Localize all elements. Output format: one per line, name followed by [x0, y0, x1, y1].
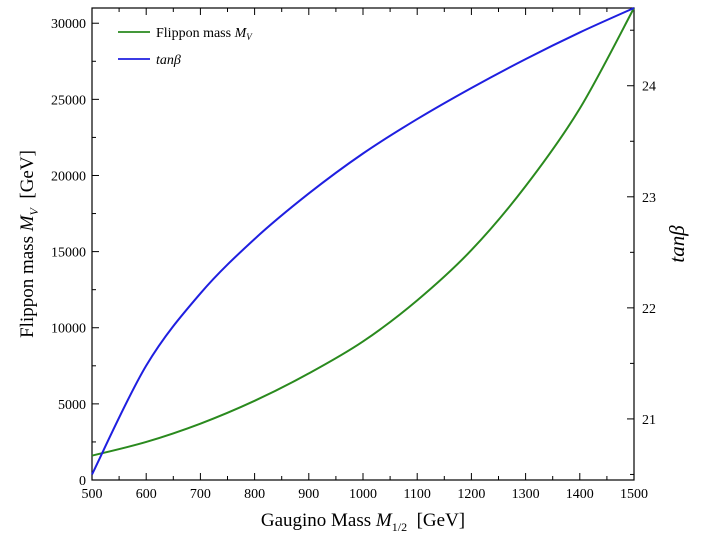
y-left-tick-label: 30000: [51, 17, 86, 32]
y-left-tick-label: 0: [79, 474, 86, 489]
legend-label-flippon: Flippon mass MV: [156, 26, 253, 42]
x-tick-label: 1000: [349, 487, 377, 502]
x-tick-label: 800: [244, 487, 265, 502]
x-axis-label: Gaugino Mass M1/2 [GeV]: [261, 510, 465, 534]
x-tick-label: 700: [190, 487, 211, 502]
x-tick-label: 1100: [403, 487, 430, 502]
y-right-tick-label: 23: [642, 191, 656, 206]
y-right-tick-label: 21: [642, 413, 656, 428]
y-axis-label-left-sub: V: [27, 206, 41, 215]
y-left-tick-label: 20000: [51, 169, 86, 184]
x-tick-label: 600: [136, 487, 157, 502]
y-axis-label-left-unit: [GeV]: [17, 150, 38, 208]
x-tick-label: 500: [82, 487, 103, 502]
x-axis-label-sub: 1/2: [392, 520, 407, 534]
x-axis-label-main: Gaugino Mass: [261, 510, 376, 531]
x-tick-label: 1200: [457, 487, 485, 502]
y-axis-label-left-var: M: [17, 214, 38, 232]
x-tick-label: 1300: [512, 487, 540, 502]
series-line-tanbeta: [91, 7, 635, 475]
y-left-tick-label: 10000: [51, 322, 86, 337]
x-tick-label: 900: [298, 487, 319, 502]
y-axis-label-right: tanβ: [665, 225, 689, 263]
y-left-tick-label: 25000: [51, 93, 86, 108]
legend-label-flippon-var: M: [234, 26, 248, 41]
y-axis-label-left-main: Flippon mass: [17, 231, 38, 338]
y-right-tick-label: 22: [642, 302, 656, 317]
y-left-tick-label: 5000: [58, 398, 86, 413]
legend: Flippon mass MV tanβ: [118, 26, 253, 68]
legend-label-tanbeta: tanβ: [156, 53, 181, 68]
x-tick-label: 1400: [566, 487, 594, 502]
legend-label-flippon-sub: V: [246, 32, 253, 42]
y-right-tick-label: 24: [642, 80, 656, 95]
x-axis-label-unit: [GeV]: [407, 510, 465, 531]
y-left-tick-label: 15000: [51, 246, 86, 261]
x-tick-label: 1500: [620, 487, 648, 502]
plot-frame: [91, 7, 635, 481]
x-axis-label-var: M: [375, 510, 393, 531]
series-line-flippon-mass: [91, 7, 635, 457]
legend-label-flippon-main: Flippon mass: [156, 26, 235, 41]
y-axis-label-left: Flippon mass MV [GeV]: [17, 150, 41, 338]
